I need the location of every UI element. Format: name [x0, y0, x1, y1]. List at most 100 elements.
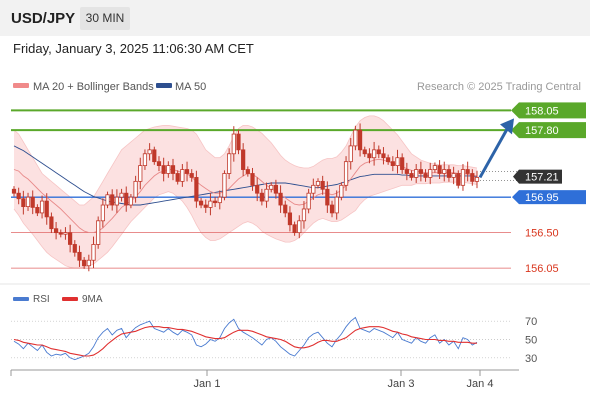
candle-body	[255, 184, 260, 194]
candle-body	[91, 244, 96, 261]
candle-body	[16, 192, 21, 200]
candle-body	[301, 208, 307, 222]
rsi-tick-label: 50	[525, 335, 537, 347]
candle-body	[166, 165, 171, 174]
forecast-arrow	[478, 126, 510, 179]
candle-body	[231, 133, 236, 155]
bollinger-lower-line	[13, 181, 478, 269]
candle-body	[460, 169, 466, 186]
candle-body	[119, 192, 124, 198]
candle-body	[44, 200, 49, 218]
candle-body	[30, 196, 35, 208]
chart-datetime: Friday, January 3, 2025 11:06:30 AM CET	[13, 41, 254, 56]
candle-body	[53, 228, 59, 234]
rsi-legend-swatch	[13, 297, 29, 301]
candle-body	[353, 129, 358, 147]
resistance-label: 157.80	[525, 125, 559, 137]
candle-body	[147, 149, 152, 155]
candle-body	[311, 184, 316, 194]
candle-body	[273, 184, 278, 194]
resistance-tag	[519, 102, 586, 119]
candle-body	[236, 133, 241, 151]
candle-body	[21, 198, 26, 208]
candle-body	[283, 204, 288, 214]
last-price-tag	[519, 169, 562, 184]
last-price-label: 157.21	[525, 172, 559, 184]
support-label: 156.50	[525, 228, 559, 240]
candle-body	[170, 165, 176, 174]
candle-body	[390, 161, 395, 167]
candle-body	[432, 165, 438, 170]
x-axis-tick-label: Jan 3	[388, 378, 415, 390]
candle-body	[245, 169, 250, 174]
candle-body	[110, 194, 115, 206]
candle-body	[409, 173, 414, 178]
candle-body	[184, 169, 190, 174]
candle-body	[250, 173, 255, 186]
ma20-line	[13, 158, 478, 234]
candle-body	[241, 149, 246, 170]
candle-body	[446, 169, 452, 178]
candle-body	[329, 204, 335, 214]
candle-body	[100, 204, 105, 222]
candle-body	[343, 161, 349, 186]
candle-body	[35, 206, 40, 214]
candle-body	[315, 180, 321, 186]
support-label: 156.05	[525, 263, 559, 275]
candle-body	[400, 157, 405, 170]
candle-body	[428, 169, 433, 178]
candle-body	[474, 177, 480, 182]
candle-body	[451, 173, 456, 178]
candle-body	[68, 232, 73, 245]
forecast-arrow-head	[500, 118, 514, 135]
candle-body	[86, 259, 91, 267]
candle-body	[72, 244, 77, 253]
rsi-tick-label: 70	[525, 316, 537, 328]
candle-body	[189, 173, 194, 178]
candle-body	[372, 149, 377, 159]
rsi-chart: 70 50 30	[11, 316, 537, 365]
candle-body	[180, 169, 185, 182]
candle-body	[470, 173, 475, 182]
last-price-tag-pointer	[513, 169, 519, 184]
candle-body	[437, 165, 442, 174]
candle-body	[128, 196, 134, 206]
ma50-legend-label: MA 50	[175, 81, 206, 93]
candle-body	[381, 153, 386, 159]
candle-body	[287, 212, 293, 226]
candle-body	[376, 149, 381, 155]
candle-body	[203, 204, 208, 208]
candle-body	[138, 165, 143, 182]
rsi-line	[13, 316, 478, 361]
candle-body	[217, 196, 222, 204]
candle-body	[325, 188, 330, 206]
candle-body	[334, 196, 339, 214]
candle-body	[357, 129, 363, 151]
candle-body	[124, 192, 129, 206]
candle-body	[292, 224, 297, 234]
timeframe-badge[interactable]: 30 MIN	[80, 7, 130, 30]
candle-body	[278, 192, 283, 206]
rsi-ma-line	[13, 326, 477, 357]
candle-body	[442, 169, 447, 174]
candle-body	[156, 161, 162, 167]
candle-body	[367, 153, 372, 159]
candle-body	[194, 177, 199, 202]
candle-body	[208, 200, 213, 208]
candle-body	[418, 169, 423, 174]
rsi-legend-label: RSI	[33, 294, 50, 305]
candle-body	[63, 232, 68, 235]
bollinger-upper-line	[13, 115, 478, 206]
candle-body	[105, 194, 110, 206]
ma50-line	[13, 145, 478, 206]
candle-body	[142, 153, 148, 167]
pivot-tag	[519, 190, 586, 205]
candle-body	[348, 145, 353, 163]
candle-body	[77, 251, 82, 261]
ma20-legend-swatch	[13, 83, 29, 88]
candle-body	[11, 188, 17, 194]
x-axis-tick-label: Jan 1	[194, 378, 221, 390]
candle-body	[227, 153, 232, 174]
candle-body	[456, 173, 461, 186]
